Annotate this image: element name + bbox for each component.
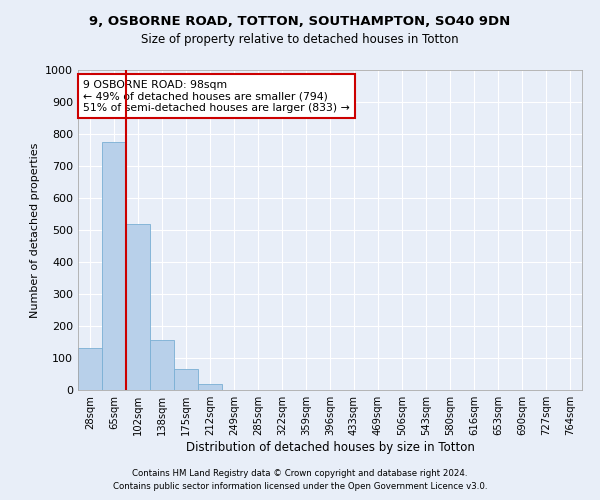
X-axis label: Distribution of detached houses by size in Totton: Distribution of detached houses by size …: [185, 441, 475, 454]
Text: Contains public sector information licensed under the Open Government Licence v3: Contains public sector information licen…: [113, 482, 487, 491]
Text: Contains HM Land Registry data © Crown copyright and database right 2024.: Contains HM Land Registry data © Crown c…: [132, 468, 468, 477]
Y-axis label: Number of detached properties: Number of detached properties: [29, 142, 40, 318]
Bar: [198, 384, 222, 390]
Bar: [78, 348, 102, 390]
Text: 9, OSBORNE ROAD, TOTTON, SOUTHAMPTON, SO40 9DN: 9, OSBORNE ROAD, TOTTON, SOUTHAMPTON, SO…: [89, 15, 511, 28]
Text: 9 OSBORNE ROAD: 98sqm
← 49% of detached houses are smaller (794)
51% of semi-det: 9 OSBORNE ROAD: 98sqm ← 49% of detached …: [83, 80, 350, 113]
Bar: [126, 224, 150, 390]
Bar: [150, 340, 174, 390]
Bar: [102, 142, 126, 390]
Text: Size of property relative to detached houses in Totton: Size of property relative to detached ho…: [141, 32, 459, 46]
Bar: [174, 369, 198, 390]
